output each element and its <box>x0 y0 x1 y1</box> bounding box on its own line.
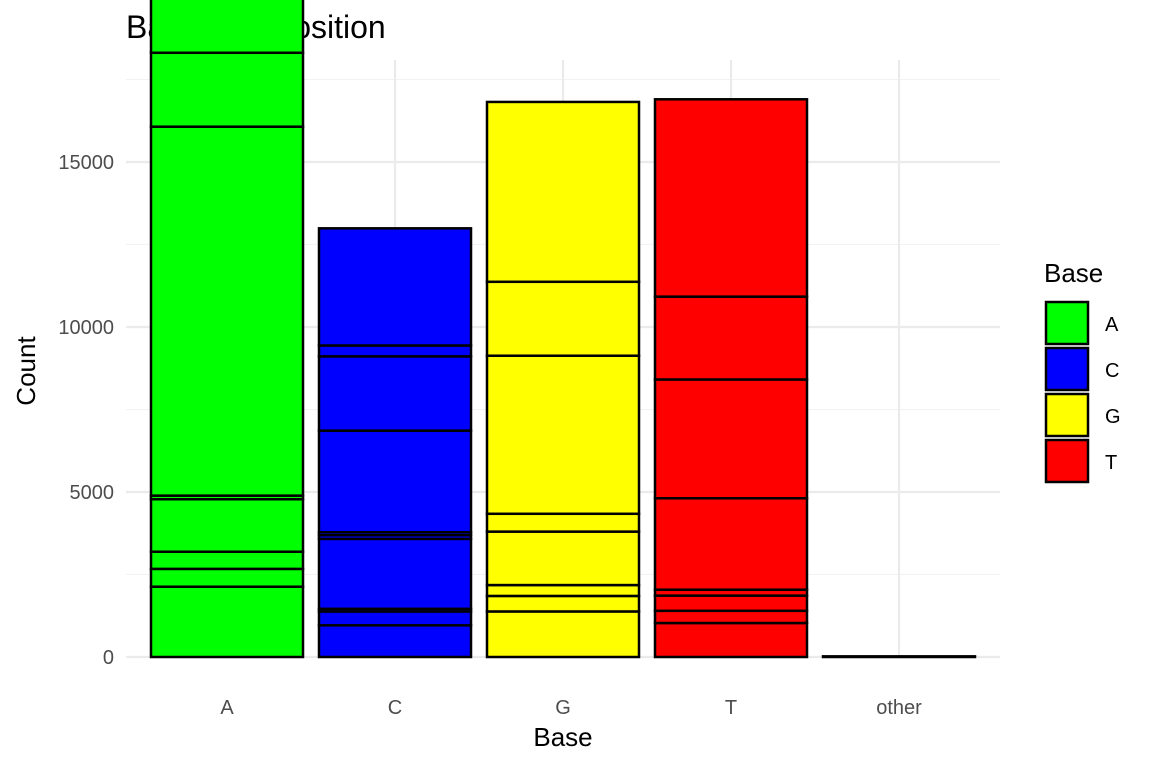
legend-swatch <box>1044 300 1090 346</box>
x-tick-label: other <box>876 697 922 719</box>
legend-item-a: A <box>1044 300 1119 346</box>
x-tick-label: C <box>388 697 402 719</box>
bar-segment <box>485 583 641 598</box>
bar-segment <box>317 610 473 627</box>
y-axis-ticks: 0 5000 10000 15000 <box>58 152 114 669</box>
bar-segment <box>317 624 473 659</box>
y-axis-title: Count <box>11 336 41 406</box>
y-tick-label: 10000 <box>58 317 114 339</box>
bar-segment <box>485 594 641 613</box>
bar-segment <box>149 585 305 659</box>
bar-segment <box>653 609 809 625</box>
bar-segment <box>149 51 305 128</box>
bar-segment <box>653 378 809 500</box>
bar-segment <box>149 125 305 497</box>
bar-segment <box>317 355 473 432</box>
bar-segment <box>317 227 473 347</box>
x-axis-title: Base <box>533 722 592 752</box>
bar-segment <box>653 98 809 298</box>
bar-c <box>317 227 473 659</box>
bar-other <box>821 655 977 659</box>
legend-swatch <box>1044 346 1090 392</box>
legend-label: A <box>1105 314 1119 336</box>
legend-swatch <box>1044 392 1090 438</box>
bar-segment <box>653 594 809 613</box>
legend-item-c: C <box>1044 346 1119 392</box>
x-tick-label: G <box>555 697 571 719</box>
bar-segment <box>821 655 977 659</box>
bar-segment <box>485 512 641 533</box>
legend-swatch <box>1044 438 1090 484</box>
bar-g <box>485 100 641 659</box>
bar-segment <box>653 295 809 381</box>
bar-segment <box>485 530 641 587</box>
legend-label: T <box>1105 452 1117 474</box>
bar-segment <box>149 0 305 55</box>
legend-item-t: T <box>1044 438 1117 484</box>
bar-segment <box>149 498 305 553</box>
bar-segment <box>653 621 809 659</box>
x-tick-label: A <box>220 697 234 719</box>
bar-segment <box>485 610 641 659</box>
bar-segment <box>653 497 809 591</box>
x-tick-label: T <box>725 697 737 719</box>
legend-item-g: G <box>1044 392 1121 438</box>
y-tick-label: 15000 <box>58 152 114 174</box>
bars <box>149 0 977 659</box>
bar-segment <box>317 429 473 534</box>
bar-segment <box>317 344 473 358</box>
bar-t <box>653 98 809 659</box>
bar-segment <box>485 354 641 516</box>
bar-segment <box>317 537 473 611</box>
legend-label: G <box>1105 406 1121 428</box>
bar-segment <box>485 100 641 284</box>
y-tick-label: 0 <box>103 647 114 669</box>
legend-title: Base <box>1044 258 1103 288</box>
legend-label: C <box>1105 360 1119 382</box>
bar-segment <box>149 567 305 588</box>
y-tick-label: 5000 <box>70 482 115 504</box>
bar-segment <box>485 280 641 357</box>
legend: Base A C G T <box>1044 258 1121 484</box>
bar-a <box>149 0 305 659</box>
bar-segment <box>149 550 305 571</box>
